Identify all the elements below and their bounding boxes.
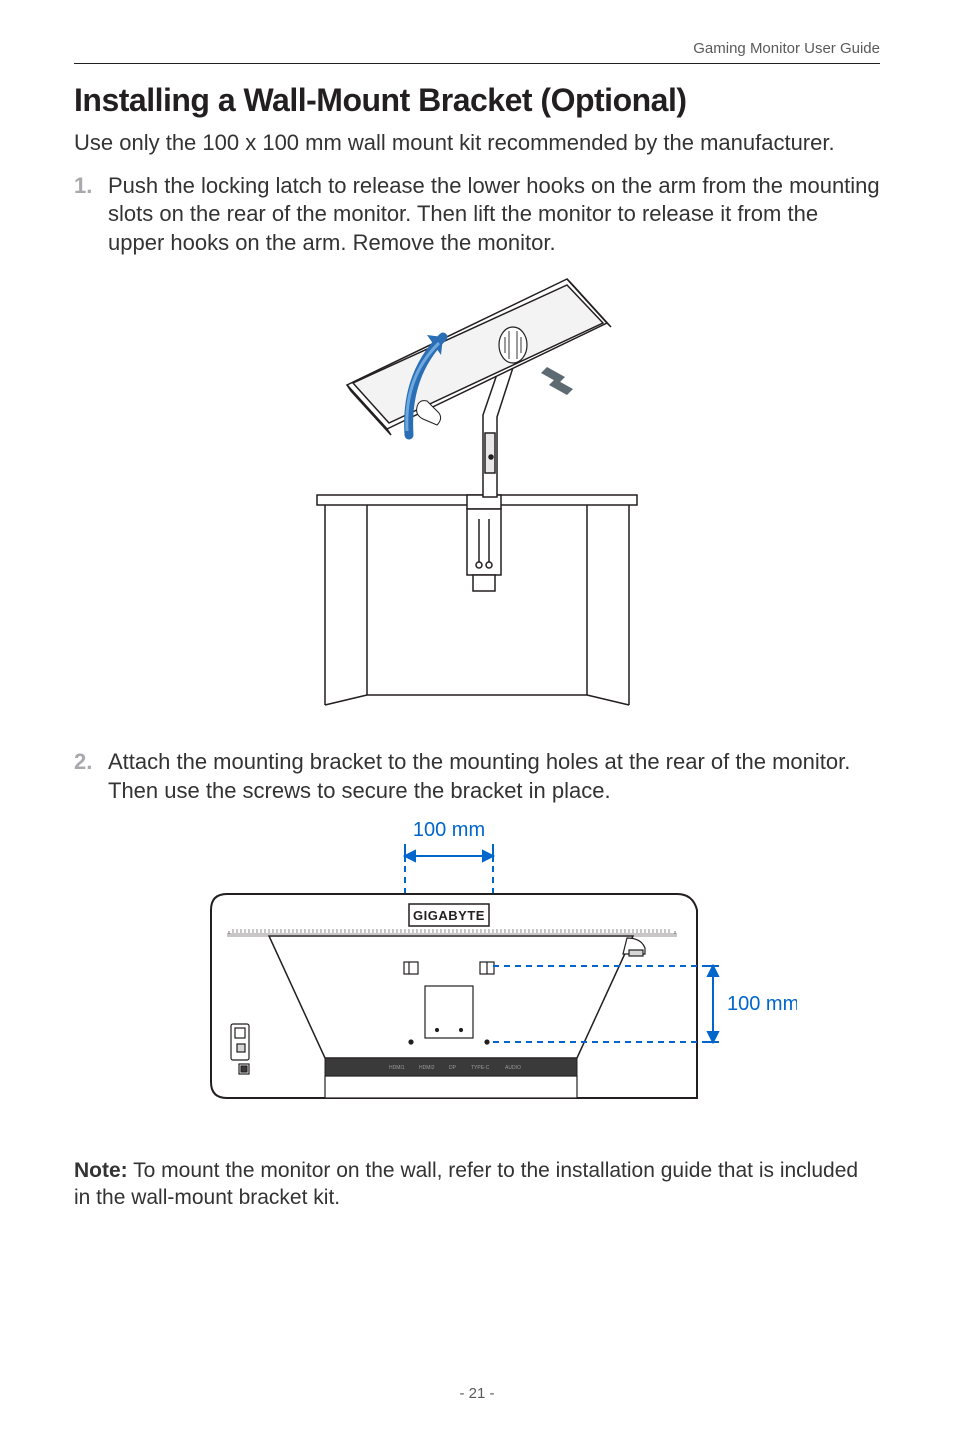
dim-horizontal-label: 100 mm — [413, 819, 485, 841]
step-text: Push the locking latch to release the lo… — [108, 172, 880, 258]
note-label: Note: — [74, 1159, 128, 1182]
page-header: Gaming Monitor User Guide — [74, 40, 880, 64]
figure-1 — [74, 265, 880, 730]
svg-text:TYPE-C: TYPE-C — [471, 1065, 490, 1071]
doc-title: Gaming Monitor User Guide — [693, 40, 880, 57]
svg-text:HDMI1: HDMI1 — [389, 1065, 405, 1071]
svg-text:HDMI2: HDMI2 — [419, 1065, 435, 1071]
step-number: 1. — [74, 172, 108, 258]
step-text: Attach the mounting bracket to the mount… — [108, 748, 880, 805]
step-2: 2. Attach the mounting bracket to the mo… — [74, 748, 880, 805]
svg-text:DP: DP — [449, 1065, 457, 1071]
vesa-mount-diagram: 100 mm GIGABYTE HDMI1 HDMI2 — [157, 814, 797, 1134]
brand-label: GIGABYTE — [413, 908, 485, 923]
note-paragraph: Note: To mount the monitor on the wall, … — [74, 1157, 880, 1212]
step-1: 1. Push the locking latch to release the… — [74, 172, 880, 258]
section-intro: Use only the 100 x 100 mm wall mount kit… — [74, 129, 880, 158]
dim-vertical-label: 100 mm — [727, 993, 797, 1015]
step-number: 2. — [74, 748, 108, 805]
svg-text:AUDIO: AUDIO — [505, 1065, 521, 1071]
section-title: Installing a Wall-Mount Bracket (Optiona… — [74, 82, 880, 119]
figure-2: 100 mm GIGABYTE HDMI1 HDMI2 — [74, 814, 880, 1139]
note-text: To mount the monitor on the wall, refer … — [74, 1159, 858, 1209]
page-number: - 21 - — [0, 1385, 954, 1402]
monitor-removal-diagram — [257, 265, 697, 725]
